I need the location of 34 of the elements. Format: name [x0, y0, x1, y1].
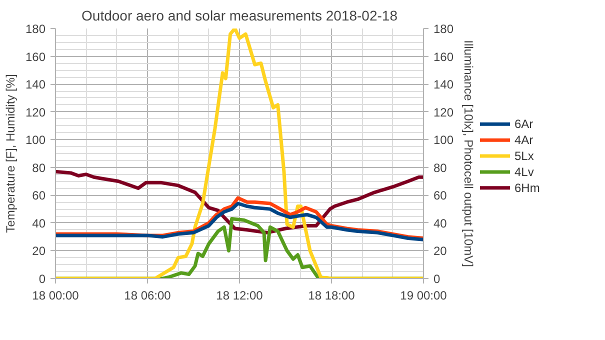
y-tick-label: 20: [32, 244, 46, 258]
y-tick-label: 60: [32, 188, 46, 203]
y2-tick-label: 80: [434, 160, 448, 175]
y2-axis-title: Illuminance [10lx], Photocell output [10mV]: [462, 40, 476, 267]
y2-tick-label: 60: [434, 188, 448, 203]
y-axis-title: Temperature [F], Humidity [%]: [3, 74, 18, 233]
y-tick-label: 160: [25, 50, 46, 64]
y2-tick-label: 0: [434, 272, 440, 286]
legend-label: 6Hm: [514, 180, 540, 195]
y-tick-label: 180: [25, 22, 46, 36]
y2-tick-label: 160: [434, 50, 454, 64]
y2-tick-label: 140: [434, 78, 454, 92]
y-tick-label: 0: [38, 272, 46, 286]
y-tick-label: 80: [32, 160, 46, 175]
y2-tick-label: 120: [434, 105, 454, 120]
line-series: [56, 202, 424, 242]
x-tick-label: 19 00:00: [400, 288, 448, 302]
y-tick-label: 140: [25, 78, 46, 92]
y-tick-label: 100: [25, 133, 46, 148]
legend-label: 5Lx: [514, 149, 534, 163]
x-tick-label: 18 06:00: [124, 288, 172, 302]
y2-tick-label: 20: [434, 244, 448, 258]
legend-label: 4Ar: [514, 133, 534, 148]
legend-label: 4Lv: [514, 164, 534, 179]
y2-tick-label: 100: [434, 133, 454, 148]
x-tick-label: 18 18:00: [308, 288, 356, 302]
legend-label: 6Ar: [514, 117, 534, 132]
y-tick-label: 40: [32, 216, 46, 230]
y-tick-label: 120: [25, 105, 46, 120]
chart-title: Outdoor aero and solar measurements 2018-02-18: [82, 8, 398, 24]
x-tick-label: 18 12:00: [216, 288, 264, 302]
y2-tick-label: 180: [434, 22, 454, 36]
x-tick-label: 18 00:00: [32, 288, 80, 302]
y2-tick-label: 40: [434, 216, 448, 230]
